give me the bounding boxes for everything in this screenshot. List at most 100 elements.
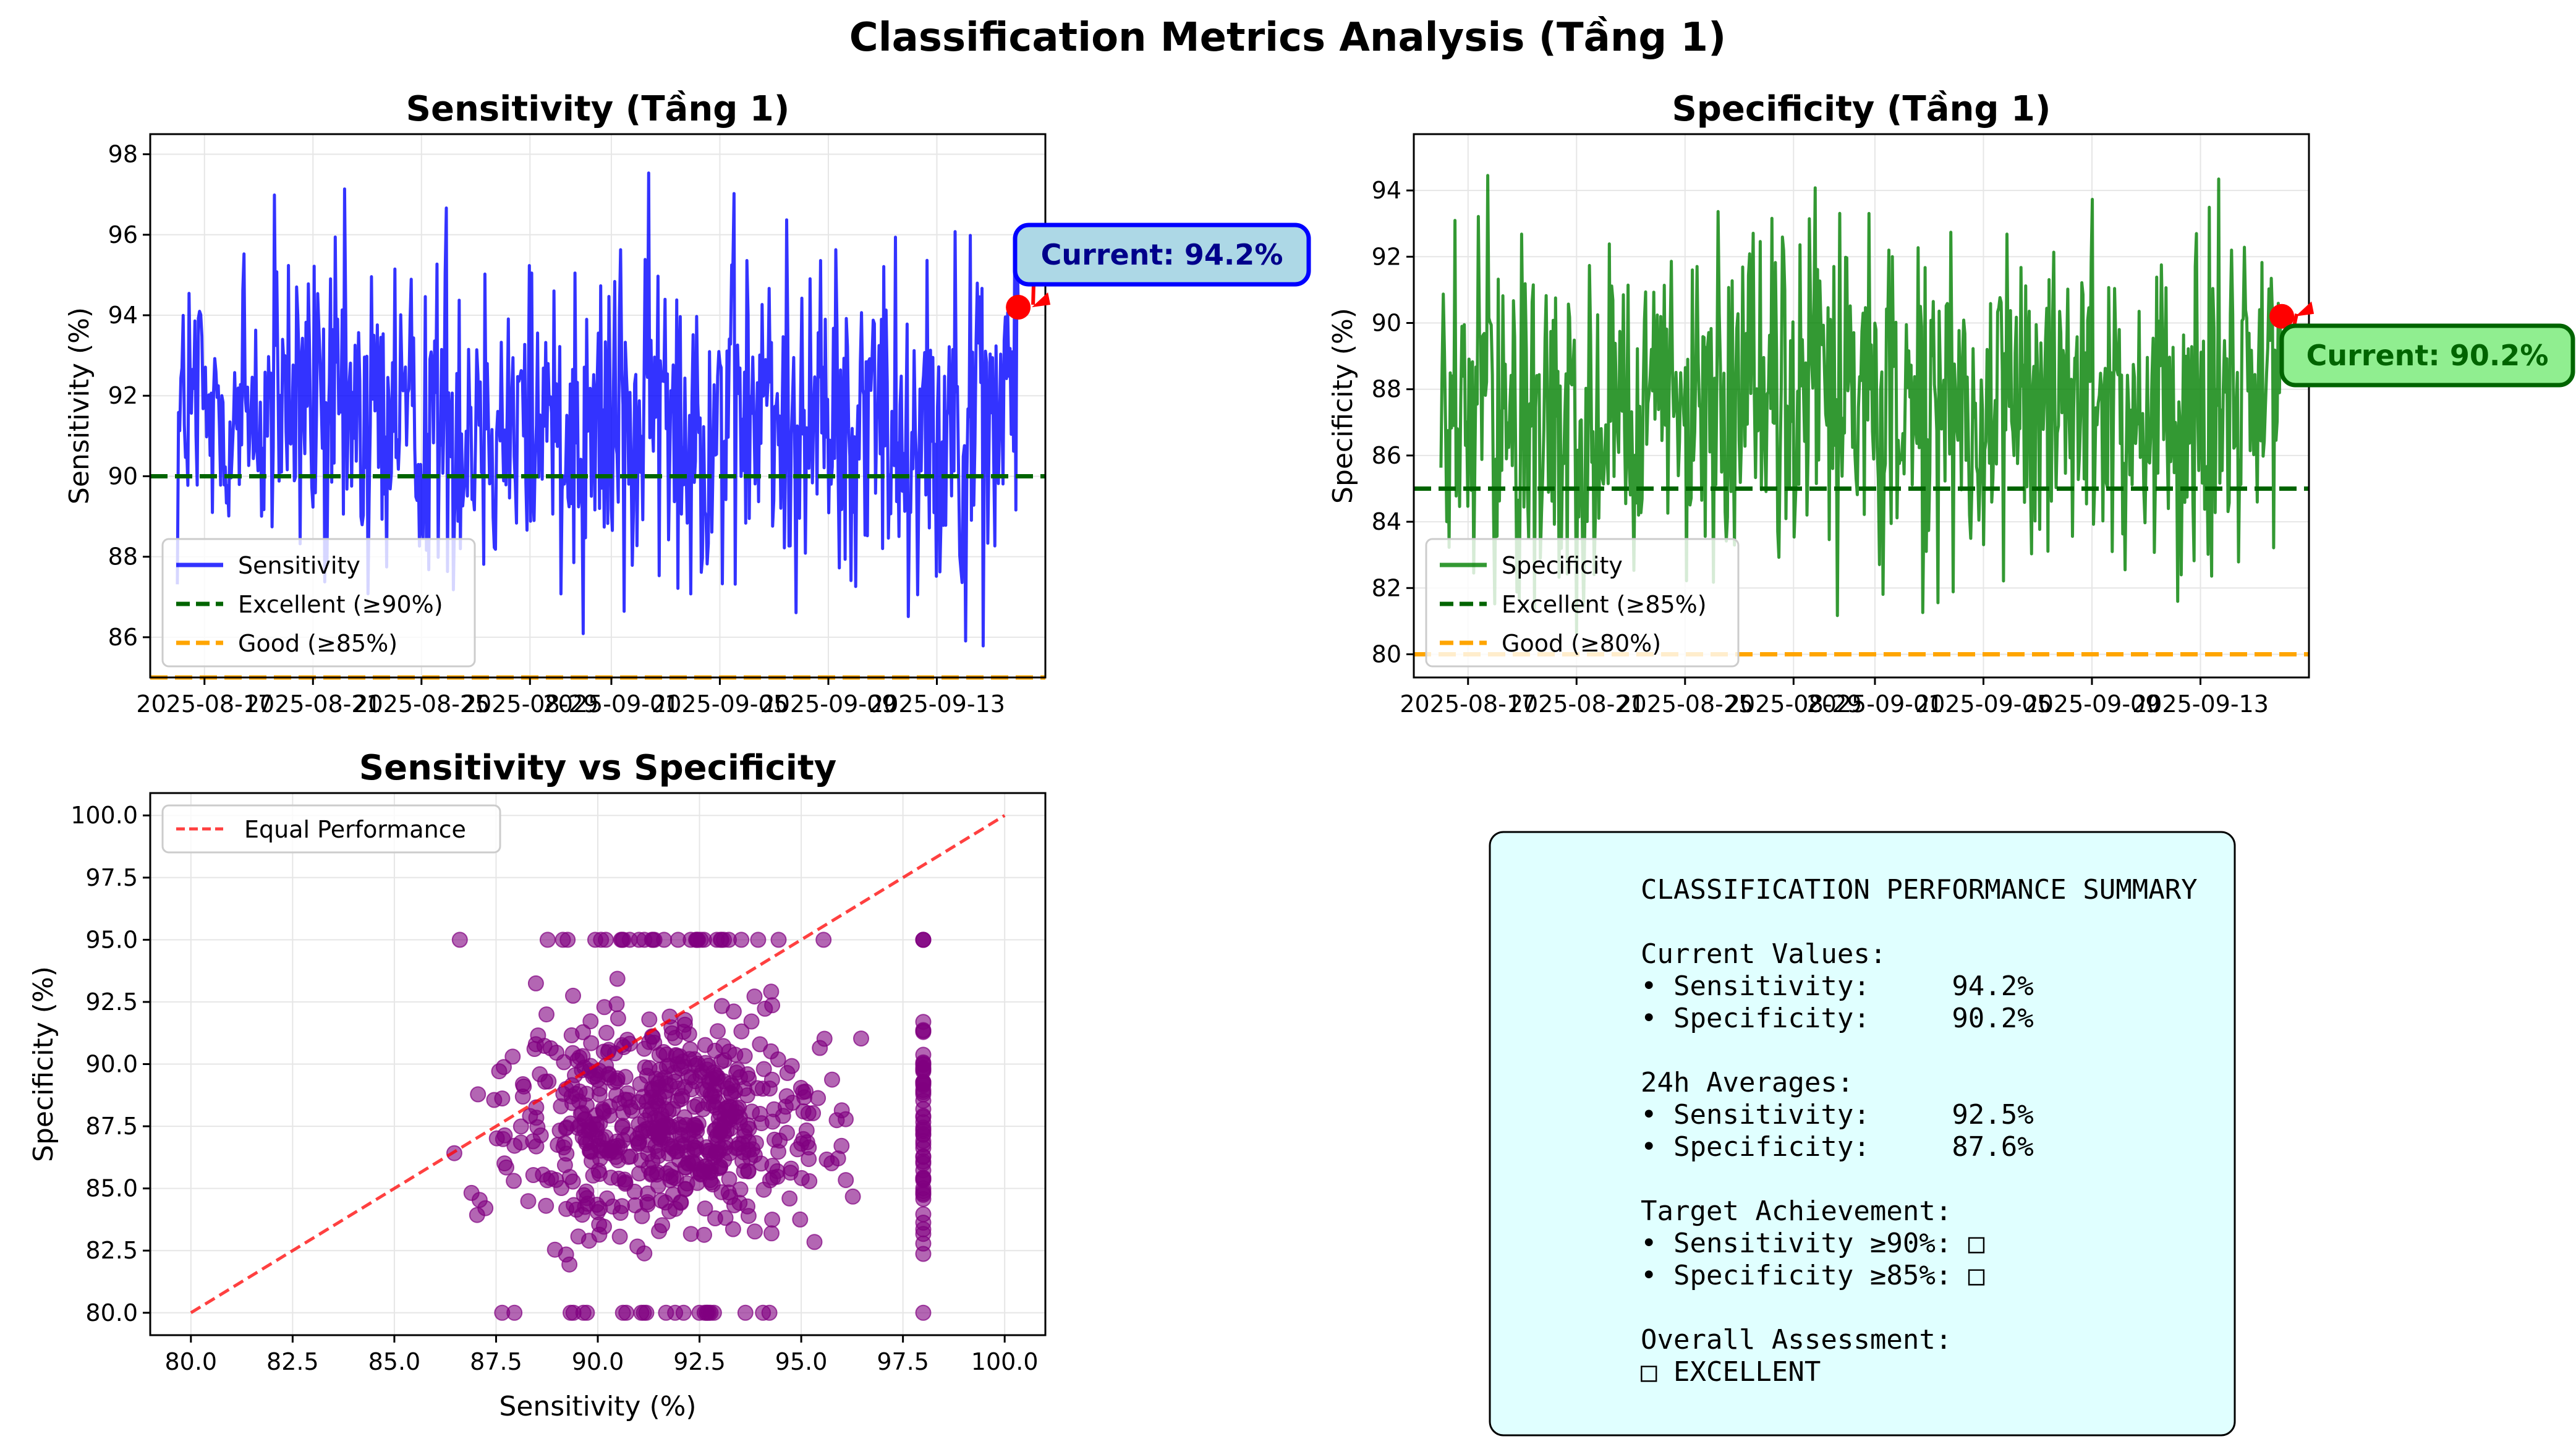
x-tick-label: 87.5 bbox=[470, 1348, 522, 1375]
scatter-point bbox=[645, 1120, 661, 1137]
scatter-point bbox=[611, 1228, 628, 1245]
x-tick-label: 2025-08-17 bbox=[1400, 690, 1536, 718]
scatter-point bbox=[688, 1119, 705, 1136]
scatter-point bbox=[744, 1103, 760, 1120]
scatter-point bbox=[651, 1223, 668, 1239]
scatter-point bbox=[723, 1099, 739, 1116]
scatter-point bbox=[763, 1071, 780, 1088]
scatter-point bbox=[727, 1046, 744, 1063]
axes-frame bbox=[1413, 133, 2310, 679]
scatter-point bbox=[661, 1203, 678, 1220]
scatter-point bbox=[658, 1058, 675, 1075]
annotation-arrowhead bbox=[1032, 292, 1051, 307]
scatter-point bbox=[611, 1139, 628, 1156]
summary-line: Overall Assessment: bbox=[1641, 1324, 1952, 1356]
legend-label: Equal Performance bbox=[244, 816, 466, 843]
scatter-points bbox=[446, 932, 932, 1321]
current-value-marker bbox=[1006, 294, 1031, 320]
scatter-point bbox=[805, 1105, 822, 1121]
x-tick-label: 90.0 bbox=[572, 1348, 624, 1375]
y-tick-label: 94 bbox=[1372, 177, 1401, 204]
legend-label: Good (≥80%) bbox=[1502, 630, 1661, 657]
y-tick-label: 92 bbox=[1372, 243, 1401, 270]
summary-line: Target Achievement: bbox=[1641, 1195, 1952, 1227]
y-tick-label: 86 bbox=[108, 624, 138, 651]
scatter-point bbox=[463, 1184, 480, 1201]
annotation-label: Current: 90.2% bbox=[2306, 339, 2549, 372]
scatter-point bbox=[915, 1109, 932, 1126]
scatter-point bbox=[708, 932, 725, 948]
y-tick-label: 100.0 bbox=[70, 802, 138, 829]
scatter-point bbox=[755, 1181, 772, 1198]
y-tick-label: 92 bbox=[108, 382, 138, 409]
summary-box: CLASSIFICATION PERFORMANCE SUMMARY Curren… bbox=[1489, 831, 2236, 1437]
scatter-point bbox=[801, 1151, 817, 1168]
scatter-point bbox=[660, 1103, 677, 1119]
scatter-point bbox=[543, 1170, 559, 1187]
scatter-point bbox=[559, 932, 576, 948]
y-tick-label: 94 bbox=[108, 302, 138, 329]
x-tick-label: 2025-08-29 bbox=[462, 690, 598, 718]
scatter-point bbox=[640, 1185, 656, 1202]
scatter-point bbox=[538, 1197, 555, 1214]
summary-line: CLASSIFICATION PERFORMANCE SUMMARY bbox=[1641, 874, 2198, 906]
y-tick-label: 85.0 bbox=[85, 1175, 138, 1202]
scatter-point bbox=[737, 1304, 754, 1321]
x-tick-label: 85.0 bbox=[368, 1348, 421, 1375]
sensitivity-panel: 868890929496982025-08-172025-08-212025-0… bbox=[64, 89, 1311, 718]
scatter-point bbox=[755, 1061, 772, 1077]
scatter-point bbox=[579, 1304, 595, 1321]
x-tick-label: 2025-08-21 bbox=[1508, 690, 1645, 718]
y-tick-label: 95.0 bbox=[85, 926, 138, 953]
scatter-point bbox=[915, 1148, 932, 1165]
scatter-point bbox=[512, 1118, 529, 1135]
annotation-box bbox=[2279, 323, 2575, 388]
y-tick-label: 97.5 bbox=[85, 864, 138, 891]
legend-label: Sensitivity bbox=[238, 552, 360, 579]
axes-frame bbox=[149, 133, 1047, 679]
scatter-point bbox=[692, 1165, 709, 1182]
scatter-point bbox=[725, 1221, 741, 1237]
scatter-point bbox=[656, 932, 673, 948]
scatter-point bbox=[574, 1048, 591, 1064]
annotation-arrow bbox=[1031, 284, 1035, 305]
annotation-box bbox=[1013, 223, 1311, 287]
x-tick-label: 92.5 bbox=[673, 1348, 726, 1375]
summary-line: • Sensitivity: 92.5% bbox=[1641, 1099, 2034, 1131]
legend-label: Excellent (≥90%) bbox=[238, 591, 443, 618]
scatter-point bbox=[498, 1159, 514, 1176]
x-tick-label: 2025-08-21 bbox=[245, 690, 381, 718]
scatter-point bbox=[915, 932, 932, 948]
x-tick-label: 2025-09-01 bbox=[1807, 690, 1944, 718]
y-tick-label: 96 bbox=[108, 221, 138, 248]
scatter-point bbox=[551, 1123, 568, 1139]
scatter-point bbox=[565, 1304, 582, 1321]
scatter-point bbox=[746, 988, 763, 1005]
y-tick-label: 82.5 bbox=[85, 1237, 138, 1264]
summary-line: • Specificity: 87.6% bbox=[1641, 1131, 2034, 1163]
scatter-point bbox=[763, 983, 780, 1000]
scatter-point bbox=[658, 1130, 674, 1147]
scatter-point bbox=[674, 1053, 691, 1070]
scatter-point bbox=[915, 1014, 932, 1030]
scatter-point bbox=[598, 932, 614, 948]
scatter-point bbox=[838, 1172, 854, 1189]
scatter-point bbox=[622, 1099, 639, 1116]
summary-line: • Specificity: 90.2% bbox=[1641, 1003, 2034, 1034]
scatter-point bbox=[506, 1173, 522, 1189]
summary-line: • Specificity ≥85%: □ bbox=[1641, 1260, 1985, 1291]
scatter-point bbox=[725, 1003, 742, 1020]
scatter-point bbox=[828, 1112, 845, 1129]
scatter-point bbox=[764, 997, 781, 1014]
y-tick-label: 84 bbox=[1372, 508, 1401, 535]
scatter-point bbox=[731, 1135, 747, 1152]
x-tick-label: 2025-09-13 bbox=[2132, 690, 2269, 718]
y-tick-label: 86 bbox=[1372, 442, 1401, 469]
x-tick-label: 95.0 bbox=[775, 1348, 828, 1375]
scatter-point bbox=[728, 1064, 745, 1081]
scatter-point bbox=[695, 1101, 712, 1118]
scatter-point bbox=[717, 1210, 734, 1226]
scatter-point bbox=[636, 1245, 653, 1262]
x-tick-label: 2025-08-17 bbox=[136, 690, 273, 718]
